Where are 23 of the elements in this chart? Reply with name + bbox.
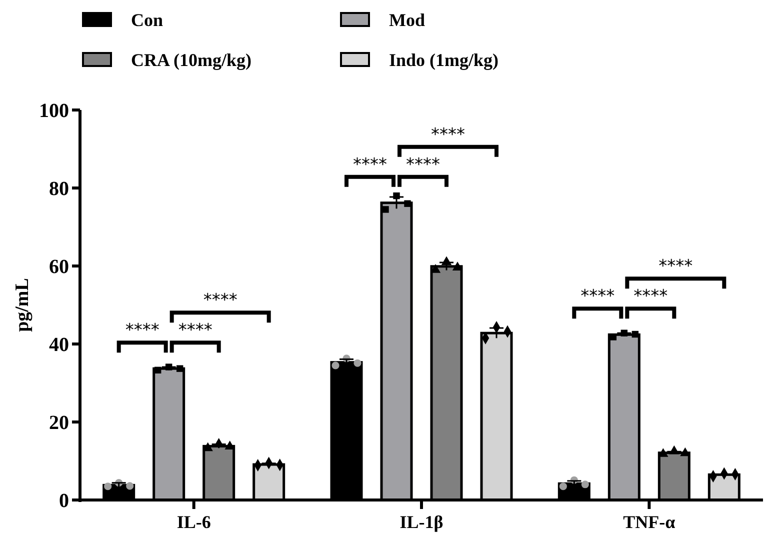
y-tick-label: 40 (49, 334, 69, 356)
y-tick-label: 100 (39, 100, 69, 122)
annotation: **** (178, 320, 212, 341)
annotation: **** (203, 290, 238, 311)
x-tick-label: TNF-α (623, 512, 676, 532)
annotation: **** (658, 256, 693, 277)
y-tick-label: 0 (59, 490, 69, 512)
y-tick-label: 80 (49, 178, 69, 200)
annotation: **** (125, 320, 160, 341)
legend-label: Con (131, 10, 164, 30)
annotation: **** (634, 286, 668, 307)
x-tick-label: IL-1β (400, 512, 444, 532)
x-tick-label: IL-6 (176, 512, 211, 532)
y-axis-title: pg/mL (12, 278, 33, 332)
annotation: **** (406, 154, 440, 175)
y-tick-label: 20 (49, 412, 69, 434)
legend-label: Indo (1mg/kg) (389, 50, 499, 70)
annotation: **** (431, 124, 465, 145)
annotation: **** (353, 154, 387, 175)
legend-label: Mod (389, 10, 425, 30)
legend-label: CRA (10mg/kg) (131, 50, 252, 70)
y-tick-label: 60 (49, 256, 69, 278)
annotation: **** (580, 286, 615, 307)
